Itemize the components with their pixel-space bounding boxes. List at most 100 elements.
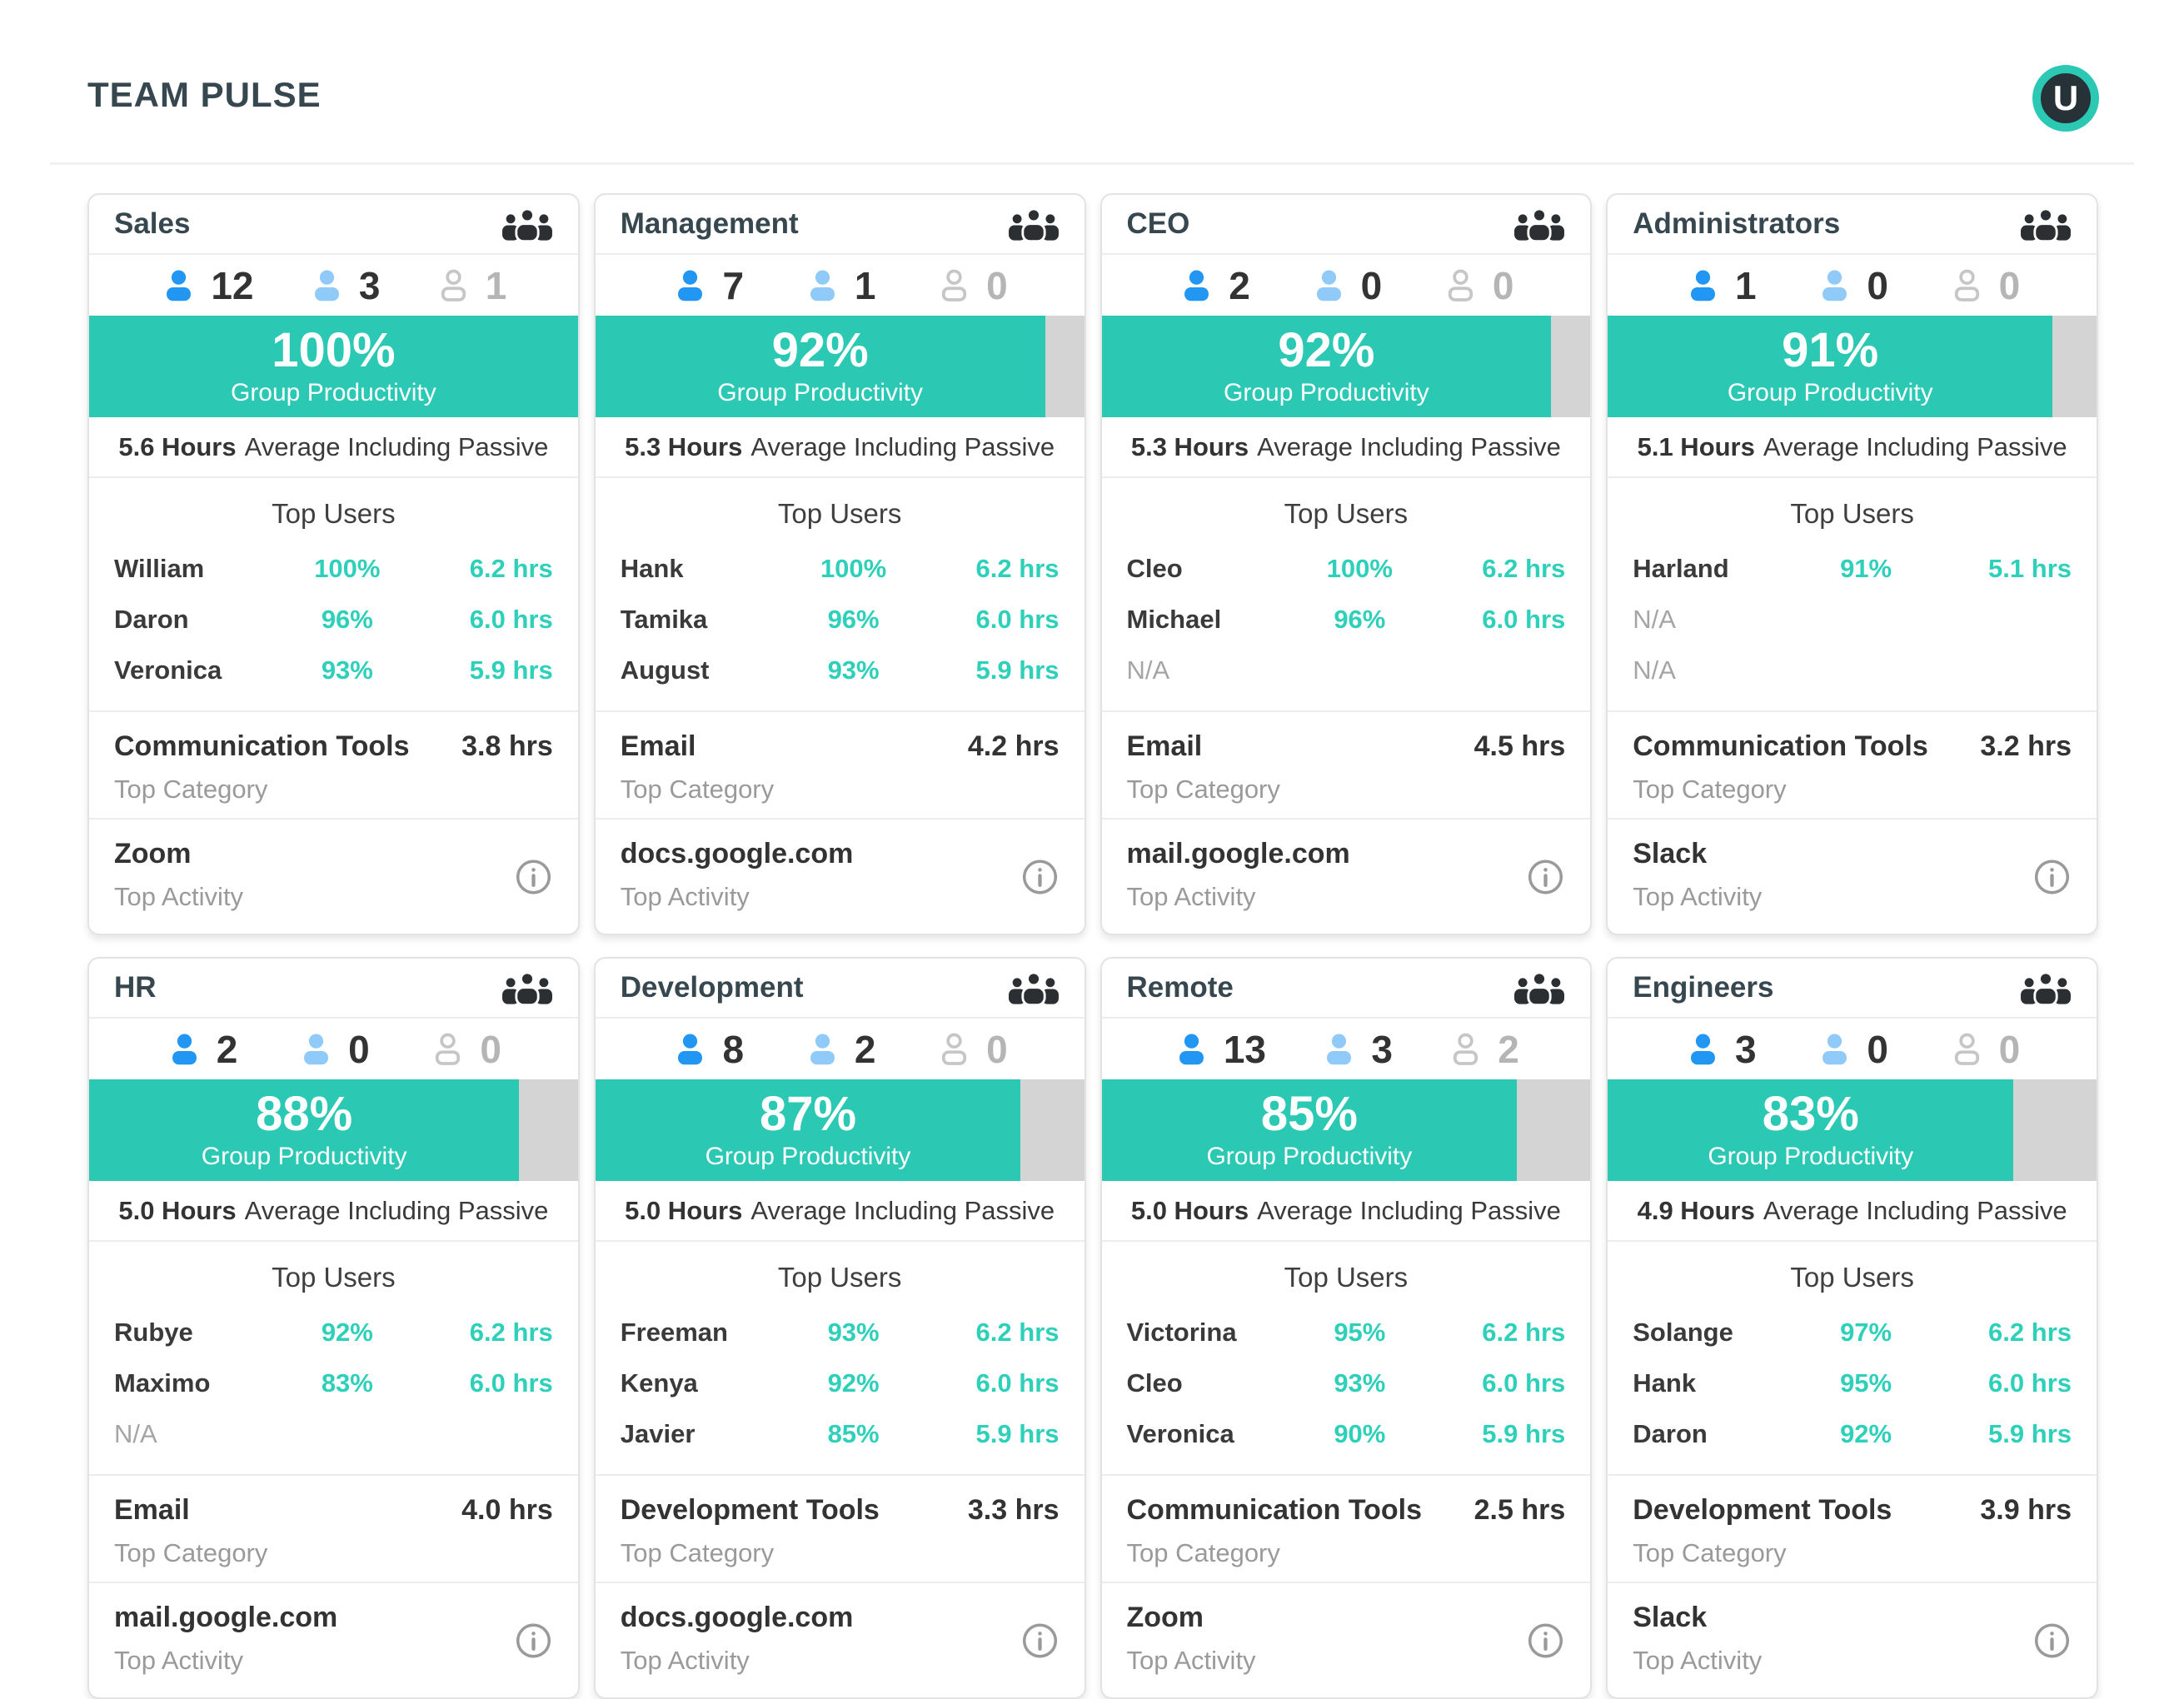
- page-title: TEAM PULSE: [87, 75, 322, 114]
- team-card-header: CEO: [1101, 195, 1591, 255]
- groups-icon[interactable]: [2020, 969, 2072, 1006]
- passive-users-count: 0: [1867, 263, 1888, 307]
- top-category-name: Development Tools: [620, 1494, 880, 1526]
- top-category-hours: 3.9 hrs: [1980, 1494, 2072, 1526]
- average-hours-value: 5.3 Hours: [625, 431, 743, 461]
- passive-user-icon: [1822, 270, 1847, 301]
- top-user-hours: 5.1 hrs: [1988, 553, 2072, 583]
- productivity-label: Group Productivity: [1206, 1142, 1413, 1170]
- top-user-name: Veronica: [114, 655, 222, 685]
- inactive-users-count: 0: [1492, 263, 1514, 307]
- top-user-productivity: 92%: [827, 1368, 880, 1398]
- inactive-users-count: 2: [1498, 1027, 1519, 1071]
- top-user-row: Michael 96% 6.0 hrs: [1127, 594, 1566, 645]
- top-category-hours: 4.2 hrs: [967, 730, 1060, 762]
- info-icon[interactable]: [514, 857, 553, 896]
- top-user-hours: 5.9 hrs: [1482, 1418, 1566, 1448]
- top-user-row: Hank 100% 6.2 hrs: [621, 543, 1060, 594]
- productivity-bar-fill: 87% Group Productivity: [595, 1079, 1021, 1181]
- productivity-label: Group Productivity: [1727, 378, 1933, 406]
- groups-icon[interactable]: [501, 206, 553, 242]
- average-hours-row: 5.0 Hours Average Including Passive: [89, 1181, 578, 1242]
- top-user-productivity: 96%: [321, 604, 373, 634]
- top-user-hours: 6.0 hrs: [469, 1368, 553, 1398]
- passive-user-icon: [810, 1034, 835, 1065]
- top-activity-name: Zoom: [1126, 1602, 1204, 1633]
- average-hours-row: 4.9 Hours Average Including Passive: [1608, 1181, 2097, 1242]
- passive-users: 0: [1816, 263, 1888, 308]
- top-user-name: Tamika: [620, 604, 708, 634]
- top-activity-name: Zoom: [114, 838, 192, 869]
- top-user-name: N/A: [1633, 655, 1676, 685]
- top-user-name: Victorina: [1126, 1317, 1237, 1347]
- team-name: Sales: [114, 207, 191, 240]
- passive-users-count: 1: [854, 263, 876, 307]
- passive-user-icon: [1822, 1034, 1847, 1065]
- active-users: 2: [166, 1027, 237, 1072]
- top-user-name: Cleo: [1126, 553, 1183, 583]
- team-card-header: Remote: [1101, 959, 1591, 1019]
- groups-icon[interactable]: [1513, 969, 1565, 1006]
- productivity-bar: 87% Group Productivity: [595, 1079, 1085, 1181]
- top-users-section: Top Users Rubye 92% 6.2 hrs Maximo 83% 6.0 hr…: [89, 1242, 578, 1476]
- passive-user-icon: [1316, 270, 1341, 301]
- top-user-productivity: 85%: [827, 1418, 880, 1448]
- active-user-icon: [1691, 270, 1715, 301]
- top-user-hours: 6.2 hrs: [975, 553, 1060, 583]
- passive-users: 3: [308, 263, 380, 308]
- productivity-bar: 83% Group Productivity: [1608, 1079, 2097, 1181]
- inactive-user-icon: [1954, 269, 1979, 301]
- avatar-initial: U: [2052, 78, 2079, 117]
- team-card: Sales 12 3 1: [87, 193, 580, 935]
- top-user-hours: 6.2 hrs: [469, 553, 553, 583]
- avatar[interactable]: U: [2032, 65, 2099, 132]
- team-card-header: Management: [595, 195, 1085, 255]
- top-user-hours: 6.0 hrs: [1482, 1368, 1566, 1398]
- top-category-section: Email 4.5 hrs Top Category: [1101, 712, 1591, 820]
- top-user-hours: 6.2 hrs: [469, 1317, 553, 1347]
- productivity-bar-fill: 88% Group Productivity: [89, 1079, 520, 1181]
- top-activity-section: docs.google.com Top Activity: [596, 820, 1085, 934]
- passive-users-count: 0: [1360, 263, 1383, 307]
- passive-users-count: 0: [1867, 1027, 1888, 1071]
- passive-users: 2: [804, 1027, 875, 1072]
- top-user-productivity: 100%: [314, 553, 381, 583]
- info-icon[interactable]: [1526, 857, 1565, 896]
- productivity-percent: 92%: [1278, 323, 1375, 378]
- inactive-user-icon: [1454, 1033, 1478, 1065]
- productivity-bar-fill: 85% Group Productivity: [1101, 1079, 1518, 1181]
- inactive-users: 0: [429, 1027, 501, 1072]
- info-icon[interactable]: [1020, 857, 1060, 896]
- top-user-row: Cleo 100% 6.2 hrs: [1127, 543, 1566, 594]
- top-activity-name: Slack: [1633, 1602, 1708, 1633]
- top-users-list: Freeman 93% 6.2 hrs Kenya 92% 6.0 hrs Javier 85…: [621, 1307, 1060, 1459]
- groups-icon[interactable]: [1008, 969, 1060, 1006]
- productivity-bar: 88% Group Productivity: [89, 1079, 578, 1181]
- team-card: Development 8 2 0: [593, 957, 1086, 1699]
- top-activity-name: Slack: [1633, 838, 1708, 869]
- info-icon[interactable]: [1526, 1621, 1565, 1660]
- groups-icon[interactable]: [1008, 206, 1060, 242]
- active-users-count: 3: [1734, 1027, 1757, 1071]
- top-user-row: N/A: [1633, 645, 2072, 695]
- user-counts-row: 2 0 0: [89, 1019, 578, 1079]
- info-icon[interactable]: [2032, 1621, 2072, 1660]
- top-users-section: Top Users Solange 97% 6.2 hrs Hank 95% 6.0 hr…: [1608, 1242, 2097, 1476]
- user-counts-row: 2 0 0: [1102, 255, 1591, 316]
- groups-icon[interactable]: [2020, 206, 2072, 242]
- info-icon[interactable]: [2032, 857, 2072, 896]
- passive-user-icon: [314, 270, 339, 301]
- top-user-name: Hank: [620, 553, 684, 583]
- groups-icon[interactable]: [501, 969, 553, 1006]
- top-users-section: Top Users Harland 91% 5.1 hrs N/A N/A: [1608, 478, 2097, 712]
- info-icon[interactable]: [1020, 1621, 1060, 1660]
- groups-icon[interactable]: [1513, 206, 1565, 242]
- top-user-productivity: 92%: [321, 1317, 373, 1347]
- passive-user-icon: [304, 1034, 328, 1065]
- average-hours-suffix: Average Including Passive: [750, 1195, 1055, 1225]
- top-category-label: Top Category: [1633, 1538, 1787, 1567]
- top-user-productivity: 95%: [1334, 1317, 1386, 1347]
- info-icon[interactable]: [514, 1621, 553, 1660]
- top-user-name: Rubye: [114, 1317, 193, 1347]
- top-users-list: Solange 97% 6.2 hrs Hank 95% 6.0 hrs Daron 92% 5…: [1633, 1307, 2072, 1459]
